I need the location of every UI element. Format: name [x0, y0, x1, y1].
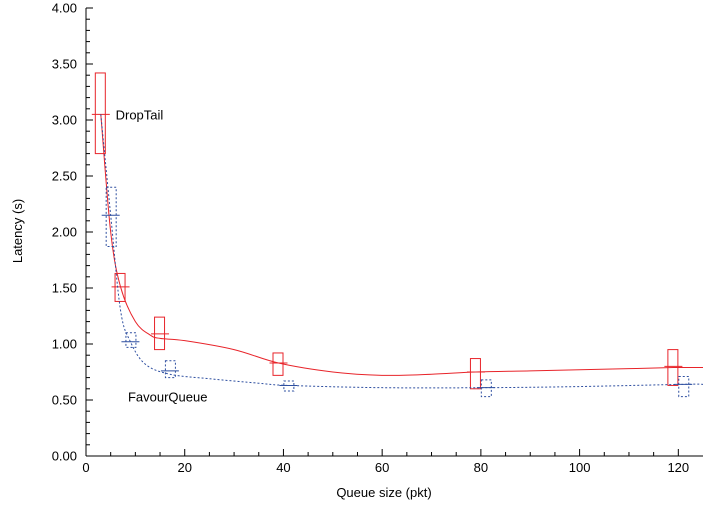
box-marker — [469, 358, 481, 390]
x-tick-label: 100 — [569, 460, 591, 475]
y-axis-label: Latency (s) — [10, 199, 25, 263]
y-tick-label: 0.00 — [52, 449, 77, 464]
box-marker — [164, 360, 176, 379]
box-marker — [105, 186, 117, 248]
series-droptail: DropTail — [91, 72, 703, 390]
series-line — [100, 114, 703, 389]
box-marker — [272, 352, 284, 376]
y-tick-label: 1.00 — [52, 337, 77, 352]
series-favourqueue: FavourQueue — [100, 114, 703, 405]
x-axis: 0 20 40 60 80 100 120 — [82, 449, 703, 475]
y-axis: 0.00 0.50 1.00 1.50 2.00 2.50 3.00 3.50 4.00 — [52, 1, 93, 464]
box-marker — [94, 72, 106, 155]
box-marker — [125, 332, 137, 348]
y-tick-label: 4.00 — [52, 1, 77, 16]
series-label: FavourQueue — [128, 390, 207, 405]
box-marker — [114, 272, 126, 302]
box-marker — [678, 375, 690, 398]
x-tick-label: 0 — [82, 460, 89, 475]
series-layer: DropTail FavourQueue — [91, 72, 703, 405]
box-marker — [283, 380, 295, 392]
x-tick-label: 80 — [474, 460, 488, 475]
x-tick-label: 60 — [375, 460, 389, 475]
x-tick-label: 40 — [276, 460, 290, 475]
box-marker — [154, 316, 166, 351]
series-line — [100, 114, 703, 376]
box-marker — [667, 349, 679, 386]
y-tick-label: 3.00 — [52, 113, 77, 128]
box-marker — [480, 379, 492, 398]
y-tick-label: 2.50 — [52, 169, 77, 184]
y-tick-label: 3.50 — [52, 57, 77, 72]
y-tick-label: 1.50 — [52, 281, 77, 296]
series-label: DropTail — [116, 107, 164, 122]
y-tick-label: 0.50 — [52, 393, 77, 408]
x-axis-label: Queue size (pkt) — [336, 485, 431, 500]
x-tick-label: 120 — [667, 460, 689, 475]
y-tick-label: 2.00 — [52, 225, 77, 240]
x-tick-label: 20 — [177, 460, 191, 475]
